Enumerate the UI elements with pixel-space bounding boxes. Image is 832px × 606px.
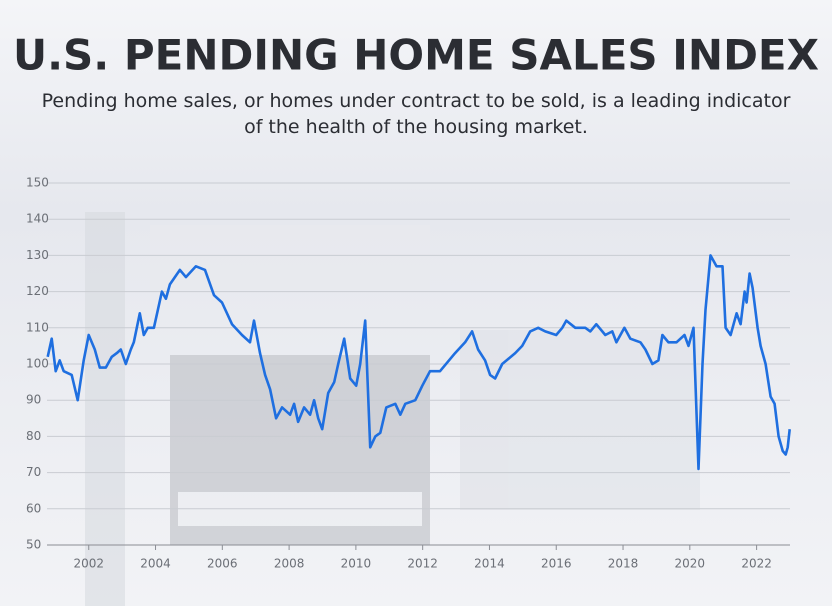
chart-title: U.S. PENDING HOME SALES INDEX [13, 31, 819, 80]
x-tick-label: 2008 [274, 557, 305, 571]
plot: 50 60 70 80 90 100 110 120 130 140 150 2002 2004 2006… [26, 176, 791, 571]
x-tick-label: 2014 [474, 557, 505, 571]
x-tick-label: 2006 [207, 557, 238, 571]
x-tick-label: 2012 [407, 557, 438, 571]
y-tick-label: 140 [26, 212, 49, 226]
x-tick-label: 2022 [741, 557, 772, 571]
y-tick-label: 100 [26, 357, 49, 371]
y-tick-label: 70 [26, 465, 41, 479]
x-tick-label: 2004 [140, 557, 171, 571]
subtitle-box: Pending home sales, or homes under contr… [41, 90, 791, 138]
y-tick-label: 60 [26, 501, 41, 515]
y-tick-label: 50 [26, 538, 41, 552]
x-tick-label: 2020 [675, 557, 706, 571]
y-tick-label: 150 [26, 176, 49, 190]
data-line [46, 254, 791, 471]
x-tick-label: 2010 [341, 557, 372, 571]
x-tick-label: 2018 [608, 557, 639, 571]
x-tick-label: 2002 [73, 557, 104, 571]
chart-subtitle: Pending home sales, or homes under contr… [41, 90, 791, 138]
x-tick-label: 2016 [541, 557, 572, 571]
y-tick-label: 120 [26, 284, 49, 298]
y-tick-label: 90 [26, 393, 41, 407]
y-tick-label: 130 [26, 248, 49, 262]
y-tick-label: 80 [26, 429, 41, 443]
y-tick-label: 110 [26, 320, 49, 334]
